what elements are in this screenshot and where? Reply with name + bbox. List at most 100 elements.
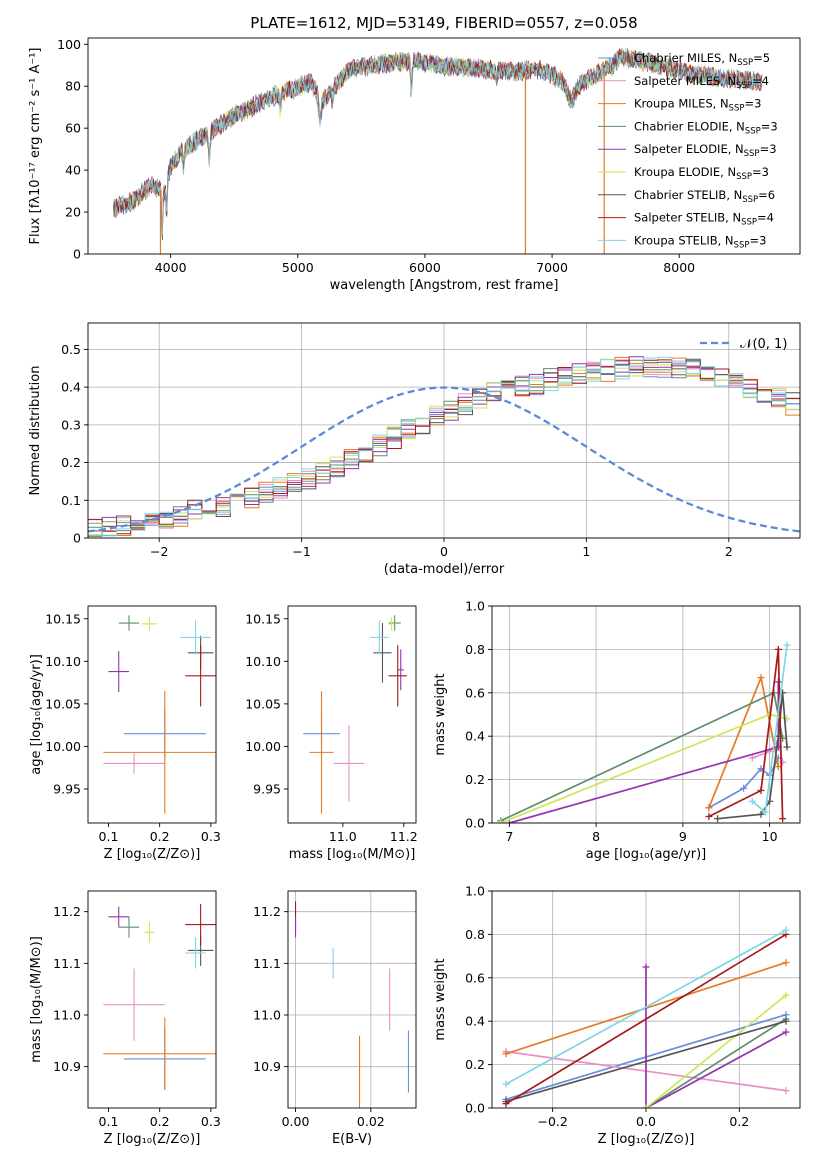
legend-entry: Chabrier ELODIE, NSSP=3	[634, 119, 778, 136]
y-tick-label: 0.4	[61, 380, 81, 395]
y-tick-label: 0.8	[465, 642, 485, 657]
weight-line-c6	[500, 713, 788, 823]
legend-entry-normal: 𝒩(0, 1)	[740, 337, 787, 352]
x-tick-label: 11.2	[390, 829, 418, 844]
legend-entry: Kroupa ELODIE, NSSP=3	[634, 165, 769, 182]
histogram-step-c3	[88, 356, 800, 536]
normal-curve	[88, 386, 800, 533]
y-axis-label: mass weight	[433, 673, 448, 755]
x-tick-label: 4000	[155, 260, 187, 275]
weight-line-c9	[505, 929, 787, 1085]
legend-entry-label: Chabrier STELIB, N	[634, 188, 742, 202]
legend-entry-label: Kroupa STELIB, N	[634, 233, 734, 247]
x-tick-label: 0.2	[150, 829, 170, 844]
x-tick-label: 0.02	[357, 1114, 385, 1129]
age_vs_mass-panel: 11.0 11.2 9.95 10.00 10.05 10.10 10.15 mass [lo…	[245, 605, 418, 862]
weight-line-c4	[645, 1018, 787, 1108]
legend-entry-sub: SSP	[741, 218, 757, 228]
x-axis-label: E(B-V)	[332, 1132, 372, 1147]
legend-entry: Kroupa STELIB, NSSP=3	[634, 233, 766, 250]
y-tick-label: 0.3	[61, 417, 81, 432]
x-tick-label: 0.3	[201, 829, 221, 844]
histogram-step-c5	[88, 356, 800, 532]
x-tick-label: 7000	[536, 260, 568, 275]
histogram-step-c7	[88, 358, 800, 537]
y-tick-label: 80	[65, 79, 81, 94]
y-axis-label: age [log₁₀(age/yr)]	[29, 654, 44, 775]
spectrum-frame	[87, 37, 801, 255]
x-tick-label: 10	[762, 829, 778, 844]
histogram-step-c9	[88, 356, 800, 537]
mass_vs_EBV-panel: 0.00 0.02 10.9 11.0 11.1 11.2 E(B-V)	[253, 890, 417, 1147]
weight-line-c6	[645, 994, 787, 1108]
x-axis-label: wavelength [Angstrom, rest frame]	[330, 278, 559, 293]
mass_weight_vs_age-plot-area	[497, 641, 791, 823]
y-tick-label: 0.2	[61, 455, 81, 470]
y-tick-label: 0	[73, 531, 81, 546]
x-tick-label: 0.0	[636, 1114, 656, 1129]
x-tick-label: 8	[592, 829, 600, 844]
y-tick-label: 40	[65, 163, 81, 178]
histogram-step-c4	[88, 359, 800, 536]
y-tick-label: 11.0	[53, 1008, 81, 1023]
spectrum-line-c9	[113, 46, 763, 236]
y-tick-label: 0.8	[465, 927, 485, 942]
y-tick-label: 11.2	[253, 904, 281, 919]
y-tick-label: 0.1	[61, 493, 81, 508]
residuals-plot-area	[88, 356, 800, 537]
x-tick-label: −0.2	[537, 1114, 567, 1129]
y-tick-label: 1.0	[465, 599, 485, 614]
y-tick-label: 20	[65, 205, 81, 220]
legend-entry: Chabrier STELIB, NSSP=6	[634, 188, 775, 205]
y-tick-label: 10.9	[53, 1059, 81, 1074]
x-tick-label: 0.1	[99, 829, 119, 844]
legend-entry-tail: =3	[761, 119, 778, 133]
y-tick-label: 11.1	[253, 956, 281, 971]
y-tick-label: 10.00	[245, 739, 281, 754]
legend-entry-label: Salpeter ELODIE, N	[634, 142, 744, 156]
x-tick-label: 0.3	[201, 1114, 221, 1129]
legend-entry-sub: SSP	[745, 126, 761, 136]
age_vs_mass-frame	[287, 605, 417, 824]
mass_weight_vs_age-frame	[491, 605, 801, 824]
mass_vs_Z-plot-area	[103, 903, 216, 1090]
y-tick-label: 11.0	[253, 1008, 281, 1023]
legend-entry-tail: =5	[753, 51, 770, 65]
weight-line-c7	[505, 1020, 787, 1103]
mass_vs_Z-panel: 0.1 0.2 0.3 10.9 11.0 11.1 11.2 Z [log₁₀(Z/Z⊙)]…	[29, 890, 221, 1147]
x-tick-label: 6000	[409, 260, 441, 275]
y-tick-label: 0.0	[465, 1101, 485, 1116]
y-tick-label: 10.05	[245, 696, 281, 711]
legend-entry-tail: =4	[757, 211, 774, 225]
spectrum-plot-area	[113, 46, 763, 254]
x-tick-label: 9	[679, 829, 687, 844]
legend-entry-sub: SSP	[742, 195, 758, 205]
x-tick-label: 11.0	[329, 829, 357, 844]
y-tick-label: 11.2	[53, 904, 81, 919]
weight-line-c8	[505, 933, 787, 1105]
y-tick-label: 60	[65, 121, 81, 136]
legend-entry-label: Chabrier ELODIE, N	[634, 119, 745, 133]
y-tick-label: 0.6	[465, 685, 485, 700]
legend-entry-sub: SSP	[734, 240, 750, 250]
legend-entry-tail: =6	[758, 188, 775, 202]
legend-entry-tail: =3	[760, 142, 777, 156]
x-axis-label: Z [log₁₀(Z/Z⊙)]	[598, 1132, 695, 1147]
x-tick-label: 8000	[663, 260, 695, 275]
legend-entry: Chabrier MILES, NSSP=5	[634, 51, 770, 68]
mass_weight_vs_Z-plot-area	[502, 926, 790, 1108]
legend-entry: Salpeter MILES, NSSP=4	[634, 74, 769, 91]
y-tick-label: 1.0	[465, 884, 485, 899]
age_vs_Z-plot-area	[103, 615, 216, 814]
y-axis-label: Flux [fλ10⁻¹⁷ erg cm⁻² s⁻¹ A⁻¹]	[28, 48, 43, 245]
x-tick-label: 5000	[282, 260, 314, 275]
mass_vs_Z-frame	[87, 890, 217, 1109]
y-tick-label: 11.1	[53, 956, 81, 971]
y-tick-label: 0.6	[465, 970, 485, 985]
y-tick-label: 10.00	[45, 739, 81, 754]
y-tick-label: 100	[57, 37, 81, 52]
x-tick-label: 0.00	[282, 1114, 310, 1129]
y-tick-label: 0.0	[465, 816, 485, 831]
y-tick-label: 0.4	[465, 1014, 485, 1029]
